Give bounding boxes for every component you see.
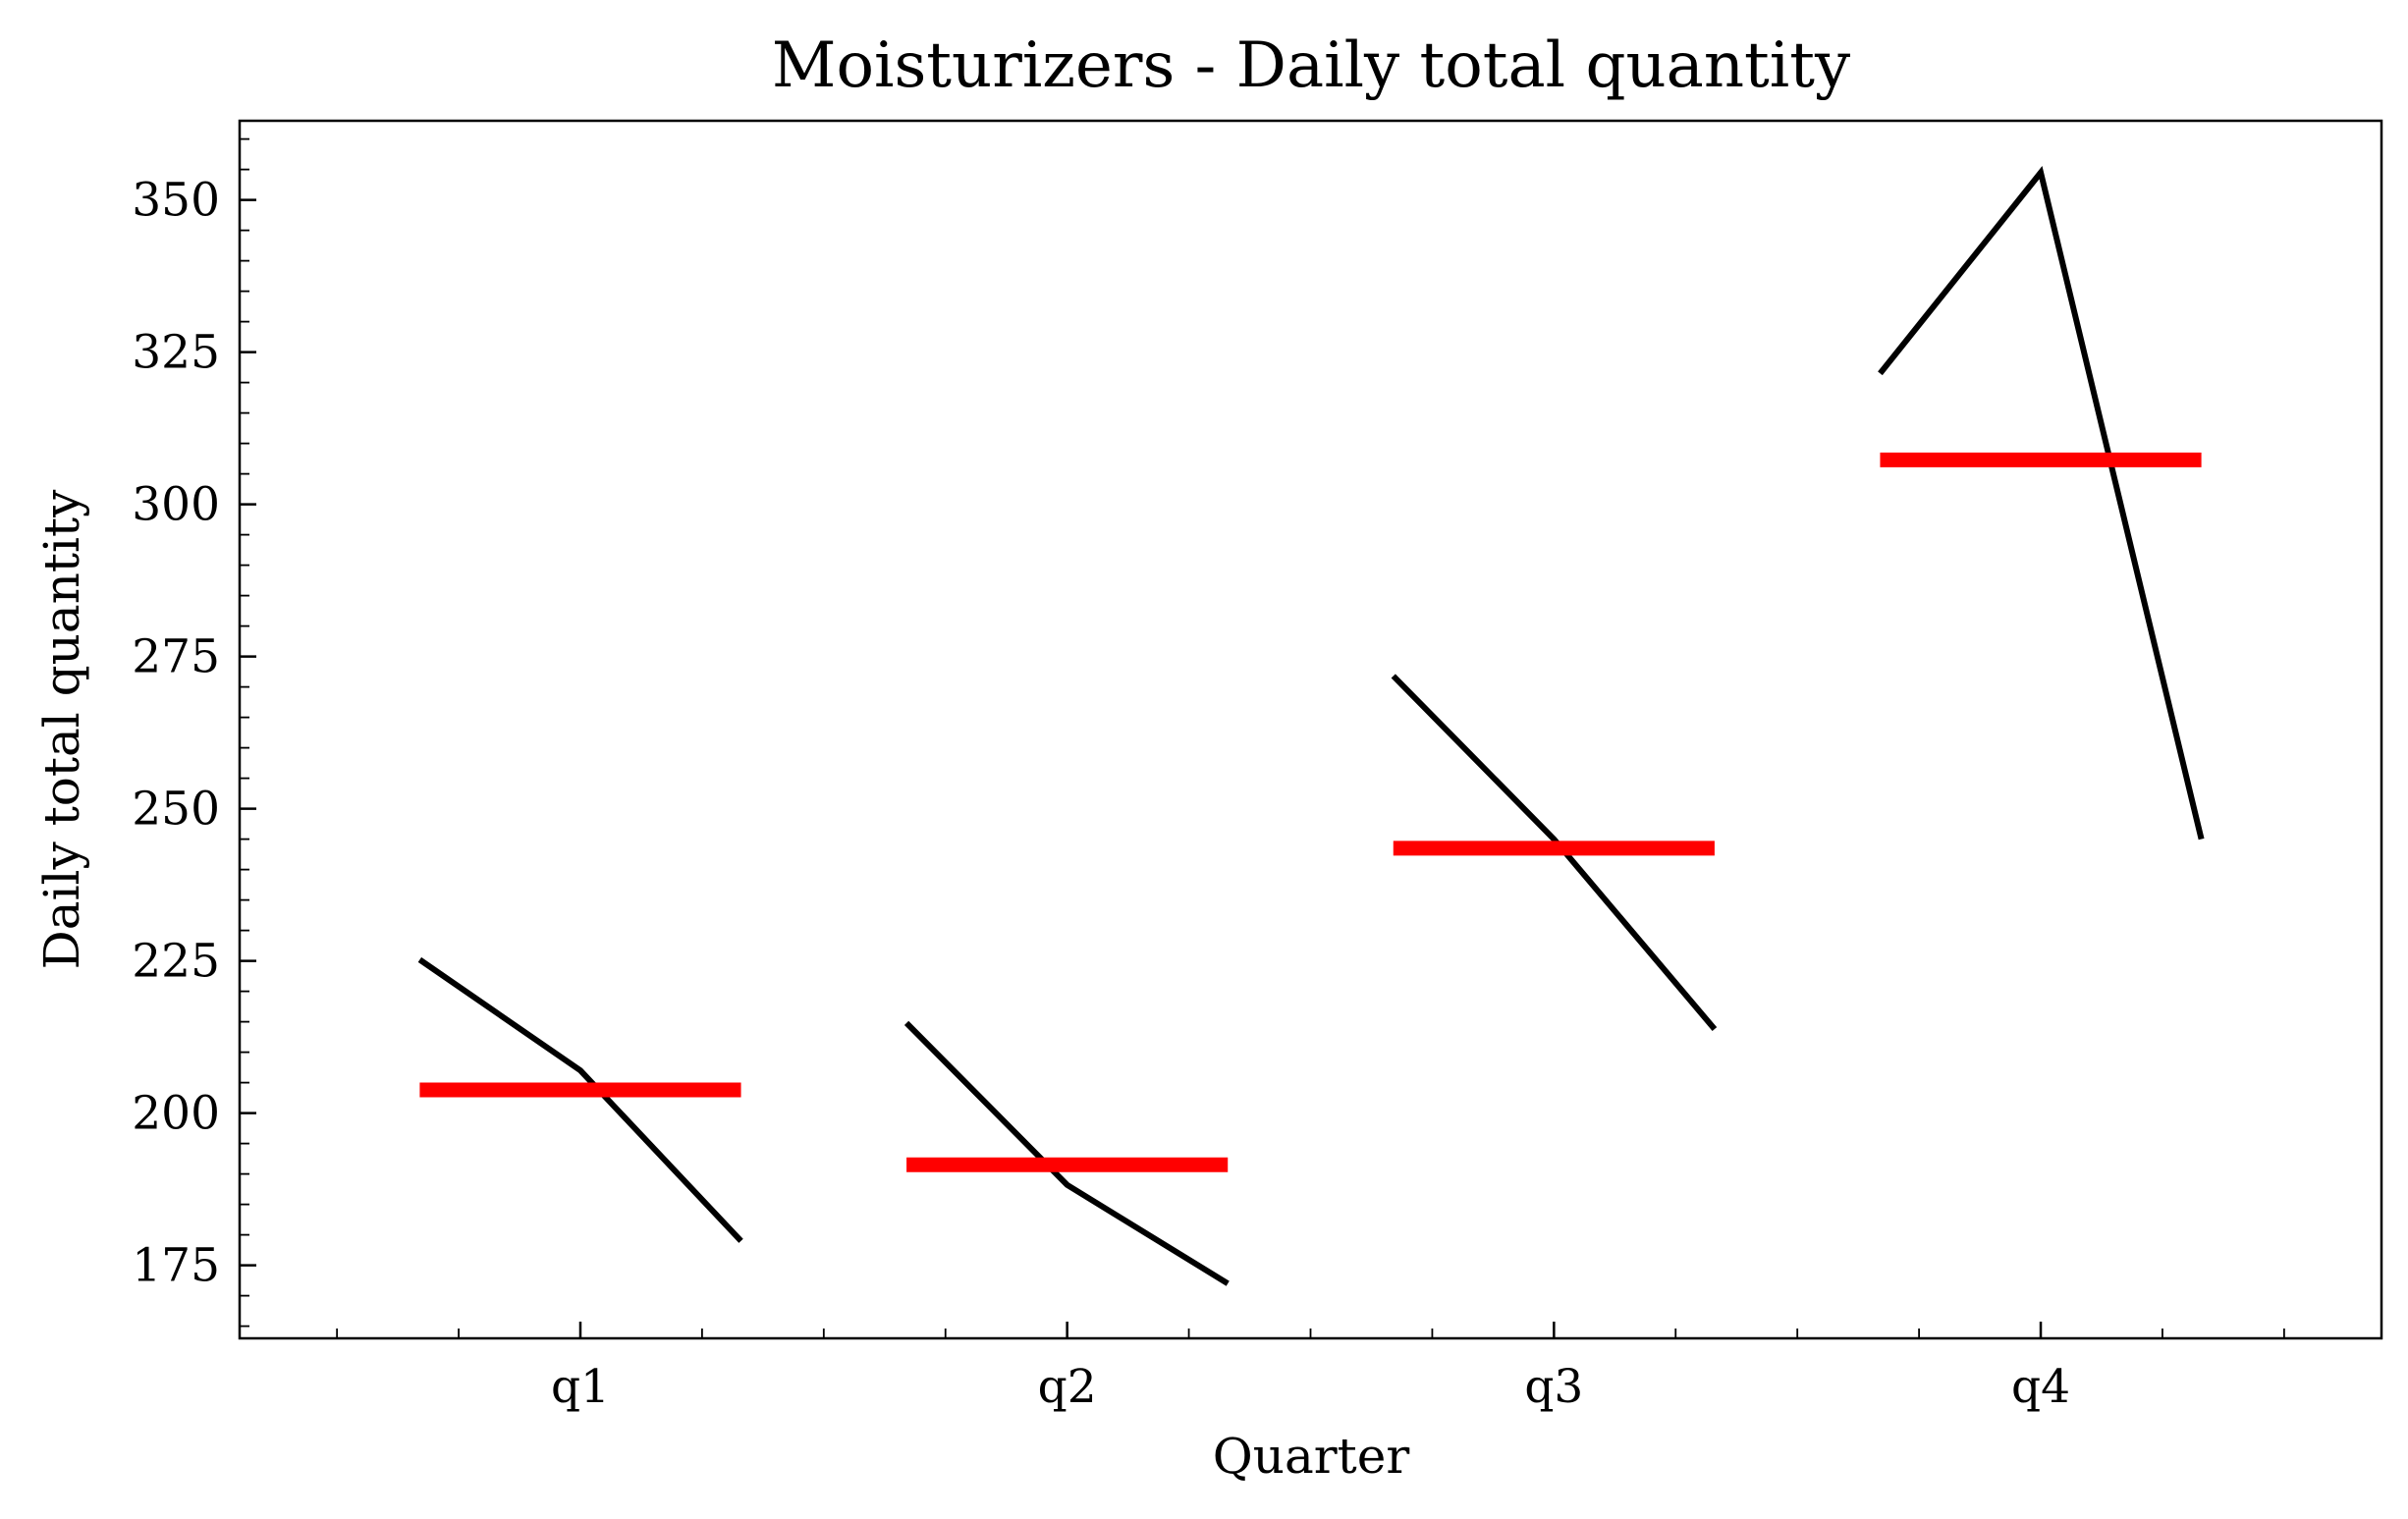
data-layer (417, 166, 2205, 1286)
series-line-q4 (1878, 166, 2205, 841)
x-tick-label: q1 (551, 1360, 610, 1414)
y-tick-label: 300 (132, 478, 220, 532)
x-axis-label: Quarter (1213, 1428, 1410, 1485)
axes: 175 200 225 250 275 300 325 350 q1 q2 q3 q4 (132, 137, 2285, 1414)
y-tick-label: 350 (132, 174, 220, 228)
series-line-q3 (1391, 674, 1718, 1031)
y-tick-label: 200 (132, 1087, 220, 1141)
plot-frame (238, 119, 2383, 1340)
y-tick-label: 225 (132, 935, 220, 989)
x-tick-label: q4 (2011, 1360, 2070, 1414)
y-tick-label: 175 (132, 1239, 220, 1293)
chart-title: Moisturizers - Daily total quantity (772, 29, 1850, 102)
x-tick-label: q3 (1524, 1360, 1583, 1414)
y-tick-label: 275 (132, 630, 220, 684)
series-line-q1 (417, 956, 743, 1243)
y-tick-label: 325 (132, 326, 220, 380)
y-tick-label: 250 (132, 783, 220, 837)
series-line-q2 (903, 1020, 1230, 1286)
x-tick-label: q2 (1038, 1360, 1097, 1414)
y-axis-label: Daily total quantity (33, 489, 90, 969)
